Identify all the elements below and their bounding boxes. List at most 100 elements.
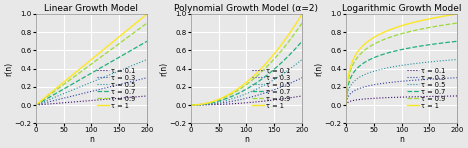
- Line: τ = 0.5: τ = 0.5: [346, 59, 457, 105]
- Line: τ = 0.7: τ = 0.7: [36, 41, 147, 105]
- τ = 0.9: [199, 103, 205, 105]
- τ = 1: [392, 27, 398, 29]
- τ = 0.9: [82, 68, 88, 70]
- Line: τ = 0.9: τ = 0.9: [36, 23, 147, 105]
- τ = 1: [430, 17, 435, 19]
- τ = 0.9: [33, 104, 38, 106]
- τ = 0.9: [454, 22, 460, 24]
- τ = 0.9: [275, 54, 280, 56]
- τ = 0.5: [299, 59, 305, 60]
- τ = 0.1: [110, 98, 115, 100]
- τ = 0.7: [264, 74, 270, 76]
- Y-axis label: r(n): r(n): [4, 62, 13, 76]
- τ = 1: [343, 104, 349, 106]
- τ = 0.9: [419, 28, 425, 30]
- τ = 0.9: [299, 22, 305, 24]
- τ = 0.3: [144, 77, 150, 79]
- τ = 1: [277, 46, 282, 48]
- Line: τ = 0.5: τ = 0.5: [36, 59, 147, 105]
- τ = 0.5: [419, 62, 425, 64]
- τ = 0.1: [199, 104, 205, 106]
- τ = 0.3: [392, 81, 398, 83]
- τ = 1: [388, 28, 394, 30]
- τ = 0.1: [122, 97, 127, 99]
- Line: τ = 0.5: τ = 0.5: [191, 59, 302, 105]
- τ = 0.5: [233, 97, 239, 98]
- τ = 1: [82, 64, 88, 66]
- τ = 0.5: [354, 78, 360, 80]
- τ = 1: [237, 86, 242, 88]
- τ = 0.3: [388, 81, 394, 83]
- τ = 1: [199, 103, 205, 105]
- τ = 0.1: [430, 95, 435, 97]
- τ = 0.3: [110, 85, 115, 87]
- Line: τ = 0.7: τ = 0.7: [191, 41, 302, 105]
- Line: τ = 0.3: τ = 0.3: [191, 78, 302, 105]
- Legend: τ = 0.1, τ = 0.3, τ = 0.5, τ = 0.7, τ = 0.9, τ = 1: τ = 0.1, τ = 0.3, τ = 0.5, τ = 0.7, τ = …: [97, 68, 135, 109]
- Title: Linear Growth Model: Linear Growth Model: [44, 4, 139, 13]
- τ = 0.5: [110, 73, 115, 75]
- Line: τ = 0.7: τ = 0.7: [346, 41, 457, 105]
- τ = 0.7: [432, 43, 438, 45]
- τ = 0.5: [82, 84, 88, 86]
- Legend: τ = 0.1, τ = 0.3, τ = 0.5, τ = 0.7, τ = 0.9, τ = 1: τ = 0.1, τ = 0.3, τ = 0.5, τ = 0.7, τ = …: [407, 68, 446, 109]
- Line: τ = 1: τ = 1: [36, 14, 147, 105]
- Line: τ = 0.1: τ = 0.1: [36, 96, 147, 105]
- τ = 0.5: [33, 104, 38, 106]
- τ = 0.5: [454, 59, 460, 60]
- τ = 0.3: [275, 88, 280, 89]
- τ = 1: [354, 52, 360, 53]
- τ = 0.1: [392, 96, 398, 98]
- τ = 0.5: [275, 77, 280, 78]
- Y-axis label: r(n): r(n): [314, 62, 323, 76]
- τ = 0.9: [78, 71, 83, 73]
- τ = 0.7: [233, 94, 239, 95]
- τ = 0.1: [388, 97, 394, 98]
- τ = 0.9: [264, 66, 270, 67]
- τ = 0.1: [275, 99, 280, 100]
- τ = 0.5: [343, 104, 349, 106]
- τ = 1: [264, 61, 270, 63]
- τ = 0.3: [343, 104, 349, 106]
- X-axis label: n: n: [399, 135, 404, 144]
- τ = 1: [432, 17, 438, 19]
- τ = 0.9: [44, 96, 50, 98]
- τ = 0.1: [454, 95, 460, 97]
- τ = 1: [120, 33, 125, 35]
- τ = 0.5: [199, 104, 205, 106]
- Line: τ = 1: τ = 1: [191, 14, 302, 105]
- τ = 0.3: [419, 79, 425, 81]
- τ = 1: [233, 89, 239, 91]
- τ = 0.9: [122, 39, 127, 41]
- τ = 0.5: [120, 69, 125, 70]
- τ = 0.9: [277, 52, 282, 54]
- τ = 0.7: [120, 54, 125, 56]
- Line: τ = 0.9: τ = 0.9: [346, 23, 457, 105]
- τ = 0.1: [432, 95, 438, 97]
- τ = 0.1: [44, 103, 50, 105]
- τ = 0.1: [277, 98, 282, 100]
- τ = 0.5: [44, 99, 50, 101]
- τ = 0.7: [78, 78, 83, 80]
- τ = 1: [110, 42, 115, 43]
- Line: τ = 0.3: τ = 0.3: [346, 78, 457, 105]
- Line: τ = 0.1: τ = 0.1: [191, 96, 302, 105]
- τ = 0.7: [188, 104, 194, 106]
- τ = 0.5: [277, 75, 282, 77]
- τ = 0.9: [233, 91, 239, 92]
- τ = 0.7: [199, 103, 205, 105]
- Line: τ = 0.9: τ = 0.9: [191, 23, 302, 105]
- τ = 0.1: [343, 104, 349, 106]
- τ = 0.3: [277, 87, 282, 89]
- τ = 0.1: [188, 104, 194, 106]
- τ = 0.7: [343, 104, 349, 106]
- τ = 0.1: [354, 99, 360, 101]
- τ = 0.3: [233, 100, 239, 102]
- τ = 0.3: [237, 99, 242, 101]
- τ = 1: [188, 104, 194, 106]
- τ = 0.5: [388, 66, 394, 68]
- τ = 0.9: [237, 88, 242, 90]
- τ = 0.7: [277, 64, 282, 65]
- τ = 0.7: [44, 98, 50, 99]
- Line: τ = 0.3: τ = 0.3: [36, 78, 147, 105]
